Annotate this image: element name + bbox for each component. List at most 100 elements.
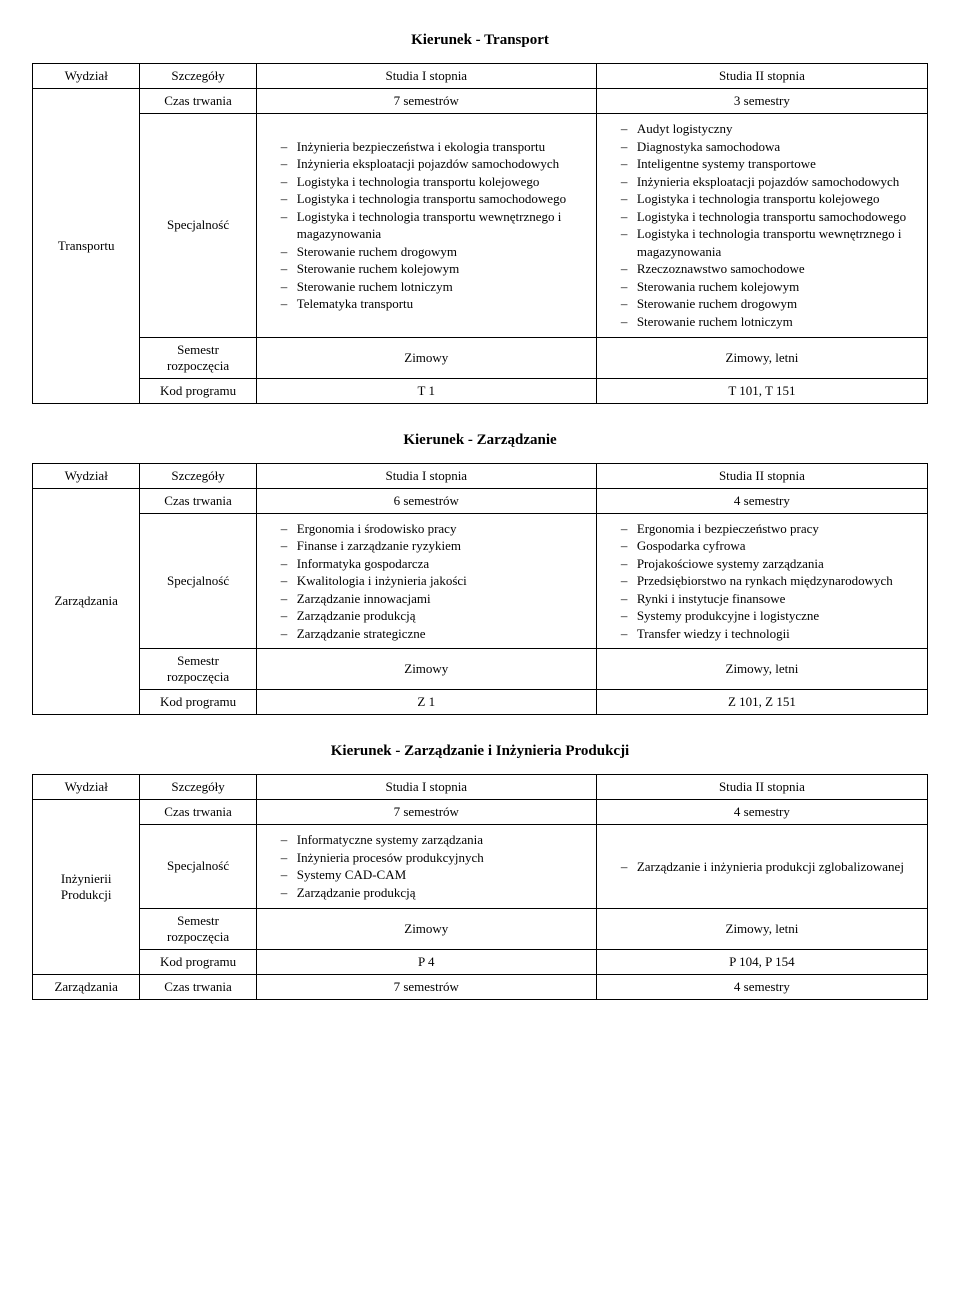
spec-s1-item: Telematyka transportu [281,295,590,313]
section: Kierunek - Zarządzanie i Inżynieria Prod… [32,743,928,999]
cell-czas-s2: 4 semestry [596,488,927,513]
cell-sem-s1: Zimowy [256,337,596,378]
spec-s2-item: Przedsiębiorstwo na rynkach międzynarodo… [621,572,921,590]
spec-s1-item: Ergonomia i środowisko pracy [281,520,590,538]
cell-czas-s2: 4 semestry [596,800,927,825]
cell-wydzial: Transportu [33,89,140,404]
spec-s1-item: Systemy CAD-CAM [281,866,590,884]
table-header-row: WydziałSzczegółyStudia I stopniaStudia I… [33,775,928,800]
cell-czas-label: Czas trwania [140,800,256,825]
spec-s2-item: Rynki i instytucje finansowe [621,590,921,608]
spec-s1-item: Kwalitologia i inżynieria jakości [281,572,590,590]
cell-spec-s2: Zarządzanie i inżynieria produkcji zglob… [596,825,927,908]
col-s1: Studia I stopnia [256,64,596,89]
spec-s1-item: Zarządzanie produkcją [281,607,590,625]
spec-s1-item: Zarządzanie innowacjami [281,590,590,608]
cell-spec-label: Specjalność [140,114,256,338]
spec-s2-list: Ergonomia i bezpieczeństwo pracyGospodar… [603,520,921,643]
spec-s1-item: Informatyka gospodarcza [281,555,590,573]
cell-sem-s1: Zimowy [256,908,596,949]
cell-kod-label: Kod programu [140,378,256,403]
cell-czas-s1: 7 semestrów [256,89,596,114]
cell-czas-s2: 3 semestry [596,89,927,114]
spec-s1-list: Inżynieria bezpieczeństwa i ekologia tra… [263,138,590,313]
spec-s2-item: Zarządzanie i inżynieria produkcji zglob… [621,858,921,876]
spec-s1-list: Informatyczne systemy zarządzaniaInżynie… [263,831,590,901]
section-title: Kierunek - Transport [32,32,928,49]
cell-spec-label: Specjalność [140,825,256,908]
row-kod: Kod programuP 4P 104, P 154 [33,949,928,974]
spec-s2-item: Inteligentne systemy transportowe [621,155,921,173]
spec-s2-item: Inżynieria eksploatacji pojazdów samocho… [621,173,921,191]
cell-wydzial: Inżynierii Produkcji [33,800,140,974]
col-szczegoly: Szczegóły [140,463,256,488]
spec-s1-item: Sterowanie ruchem lotniczym [281,278,590,296]
cell-spec-s2: Audyt logistycznyDiagnostyka samochodowa… [596,114,927,338]
spec-s2-item: Audyt logistyczny [621,120,921,138]
col-s2: Studia II stopnia [596,64,927,89]
cell-sem-s2: Zimowy, letni [596,337,927,378]
spec-s1-item: Sterowanie ruchem drogowym [281,243,590,261]
col-s1: Studia I stopnia [256,463,596,488]
col-wydzial: Wydział [33,775,140,800]
cell-czas-label: Czas trwania [140,488,256,513]
cell-kod-label: Kod programu [140,690,256,715]
row-spec: SpecjalnośćInformatyczne systemy zarządz… [33,825,928,908]
cell-spec-s1: Ergonomia i środowisko pracyFinanse i za… [256,513,596,649]
cell-czas-s1-extra: 7 semestrów [256,974,596,999]
cell-sem-label: Semestr rozpoczęcia [140,908,256,949]
cell-sem-s2: Zimowy, letni [596,908,927,949]
row-czas: ZarządzaniaCzas trwania6 semestrów4 seme… [33,488,928,513]
row-extra: ZarządzaniaCzas trwania7 semestrów4 seme… [33,974,928,999]
cell-sem-s1: Zimowy [256,649,596,690]
cell-spec-label: Specjalność [140,513,256,649]
section: Kierunek - Zarządzanie WydziałSzczegółySt… [32,432,928,716]
col-s2: Studia II stopnia [596,775,927,800]
cell-czas-s1: 6 semestrów [256,488,596,513]
spec-s1-item: Finanse i zarządzanie ryzykiem [281,537,590,555]
cell-kod-s2: Z 101, Z 151 [596,690,927,715]
section-title: Kierunek - Zarządzanie i Inżynieria Prod… [32,743,928,760]
spec-s2-item: Logistyka i technologia transportu samoc… [621,208,921,226]
spec-s2-item: Ergonomia i bezpieczeństwo pracy [621,520,921,538]
spec-s2-item: Systemy produkcyjne i logistyczne [621,607,921,625]
cell-kod-s2: T 101, T 151 [596,378,927,403]
program-table: WydziałSzczegółyStudia I stopniaStudia I… [32,774,928,999]
cell-kod-s1: P 4 [256,949,596,974]
spec-s1-item: Zarządzanie produkcją [281,884,590,902]
row-semestr: Semestr rozpoczęciaZimowyZimowy, letni [33,649,928,690]
spec-s2-item: Projakościowe systemy zarządzania [621,555,921,573]
cell-kod-s2: P 104, P 154 [596,949,927,974]
cell-czas-s1: 7 semestrów [256,800,596,825]
cell-spec-s1: Inżynieria bezpieczeństwa i ekologia tra… [256,114,596,338]
col-wydzial: Wydział [33,64,140,89]
spec-s2-list: Audyt logistycznyDiagnostyka samochodowa… [603,120,921,331]
spec-s1-item: Zarządzanie strategiczne [281,625,590,643]
spec-s1-item: Logistyka i technologia transportu wewnę… [281,208,590,243]
cell-sem-s2: Zimowy, letni [596,649,927,690]
row-spec: SpecjalnośćErgonomia i środowisko pracyF… [33,513,928,649]
section-title: Kierunek - Zarządzanie [32,432,928,449]
cell-sem-label: Semestr rozpoczęcia [140,649,256,690]
spec-s1-item: Logistyka i technologia transportu kolej… [281,173,590,191]
row-czas: TransportuCzas trwania7 semestrów3 semes… [33,89,928,114]
cell-kod-label: Kod programu [140,949,256,974]
col-szczegoly: Szczegóły [140,775,256,800]
spec-s2-list: Zarządzanie i inżynieria produkcji zglob… [603,858,921,876]
row-spec: SpecjalnośćInżynieria bezpieczeństwa i e… [33,114,928,338]
spec-s1-list: Ergonomia i środowisko pracyFinanse i za… [263,520,590,643]
table-header-row: WydziałSzczegółyStudia I stopniaStudia I… [33,463,928,488]
cell-kod-s1: Z 1 [256,690,596,715]
cell-spec-s1: Informatyczne systemy zarządzaniaInżynie… [256,825,596,908]
spec-s2-item: Sterowania ruchem kolejowym [621,278,921,296]
cell-czas-label: Czas trwania [140,89,256,114]
spec-s2-item: Gospodarka cyfrowa [621,537,921,555]
cell-wydzial-extra: Zarządzania [33,974,140,999]
spec-s2-item: Logistyka i technologia transportu kolej… [621,190,921,208]
spec-s1-item: Sterowanie ruchem kolejowym [281,260,590,278]
spec-s1-item: Inżynieria eksploatacji pojazdów samocho… [281,155,590,173]
spec-s1-item: Logistyka i technologia transportu samoc… [281,190,590,208]
row-czas: Inżynierii ProdukcjiCzas trwania7 semest… [33,800,928,825]
cell-czas-s2-extra: 4 semestry [596,974,927,999]
spec-s2-item: Logistyka i technologia transportu wewnę… [621,225,921,260]
